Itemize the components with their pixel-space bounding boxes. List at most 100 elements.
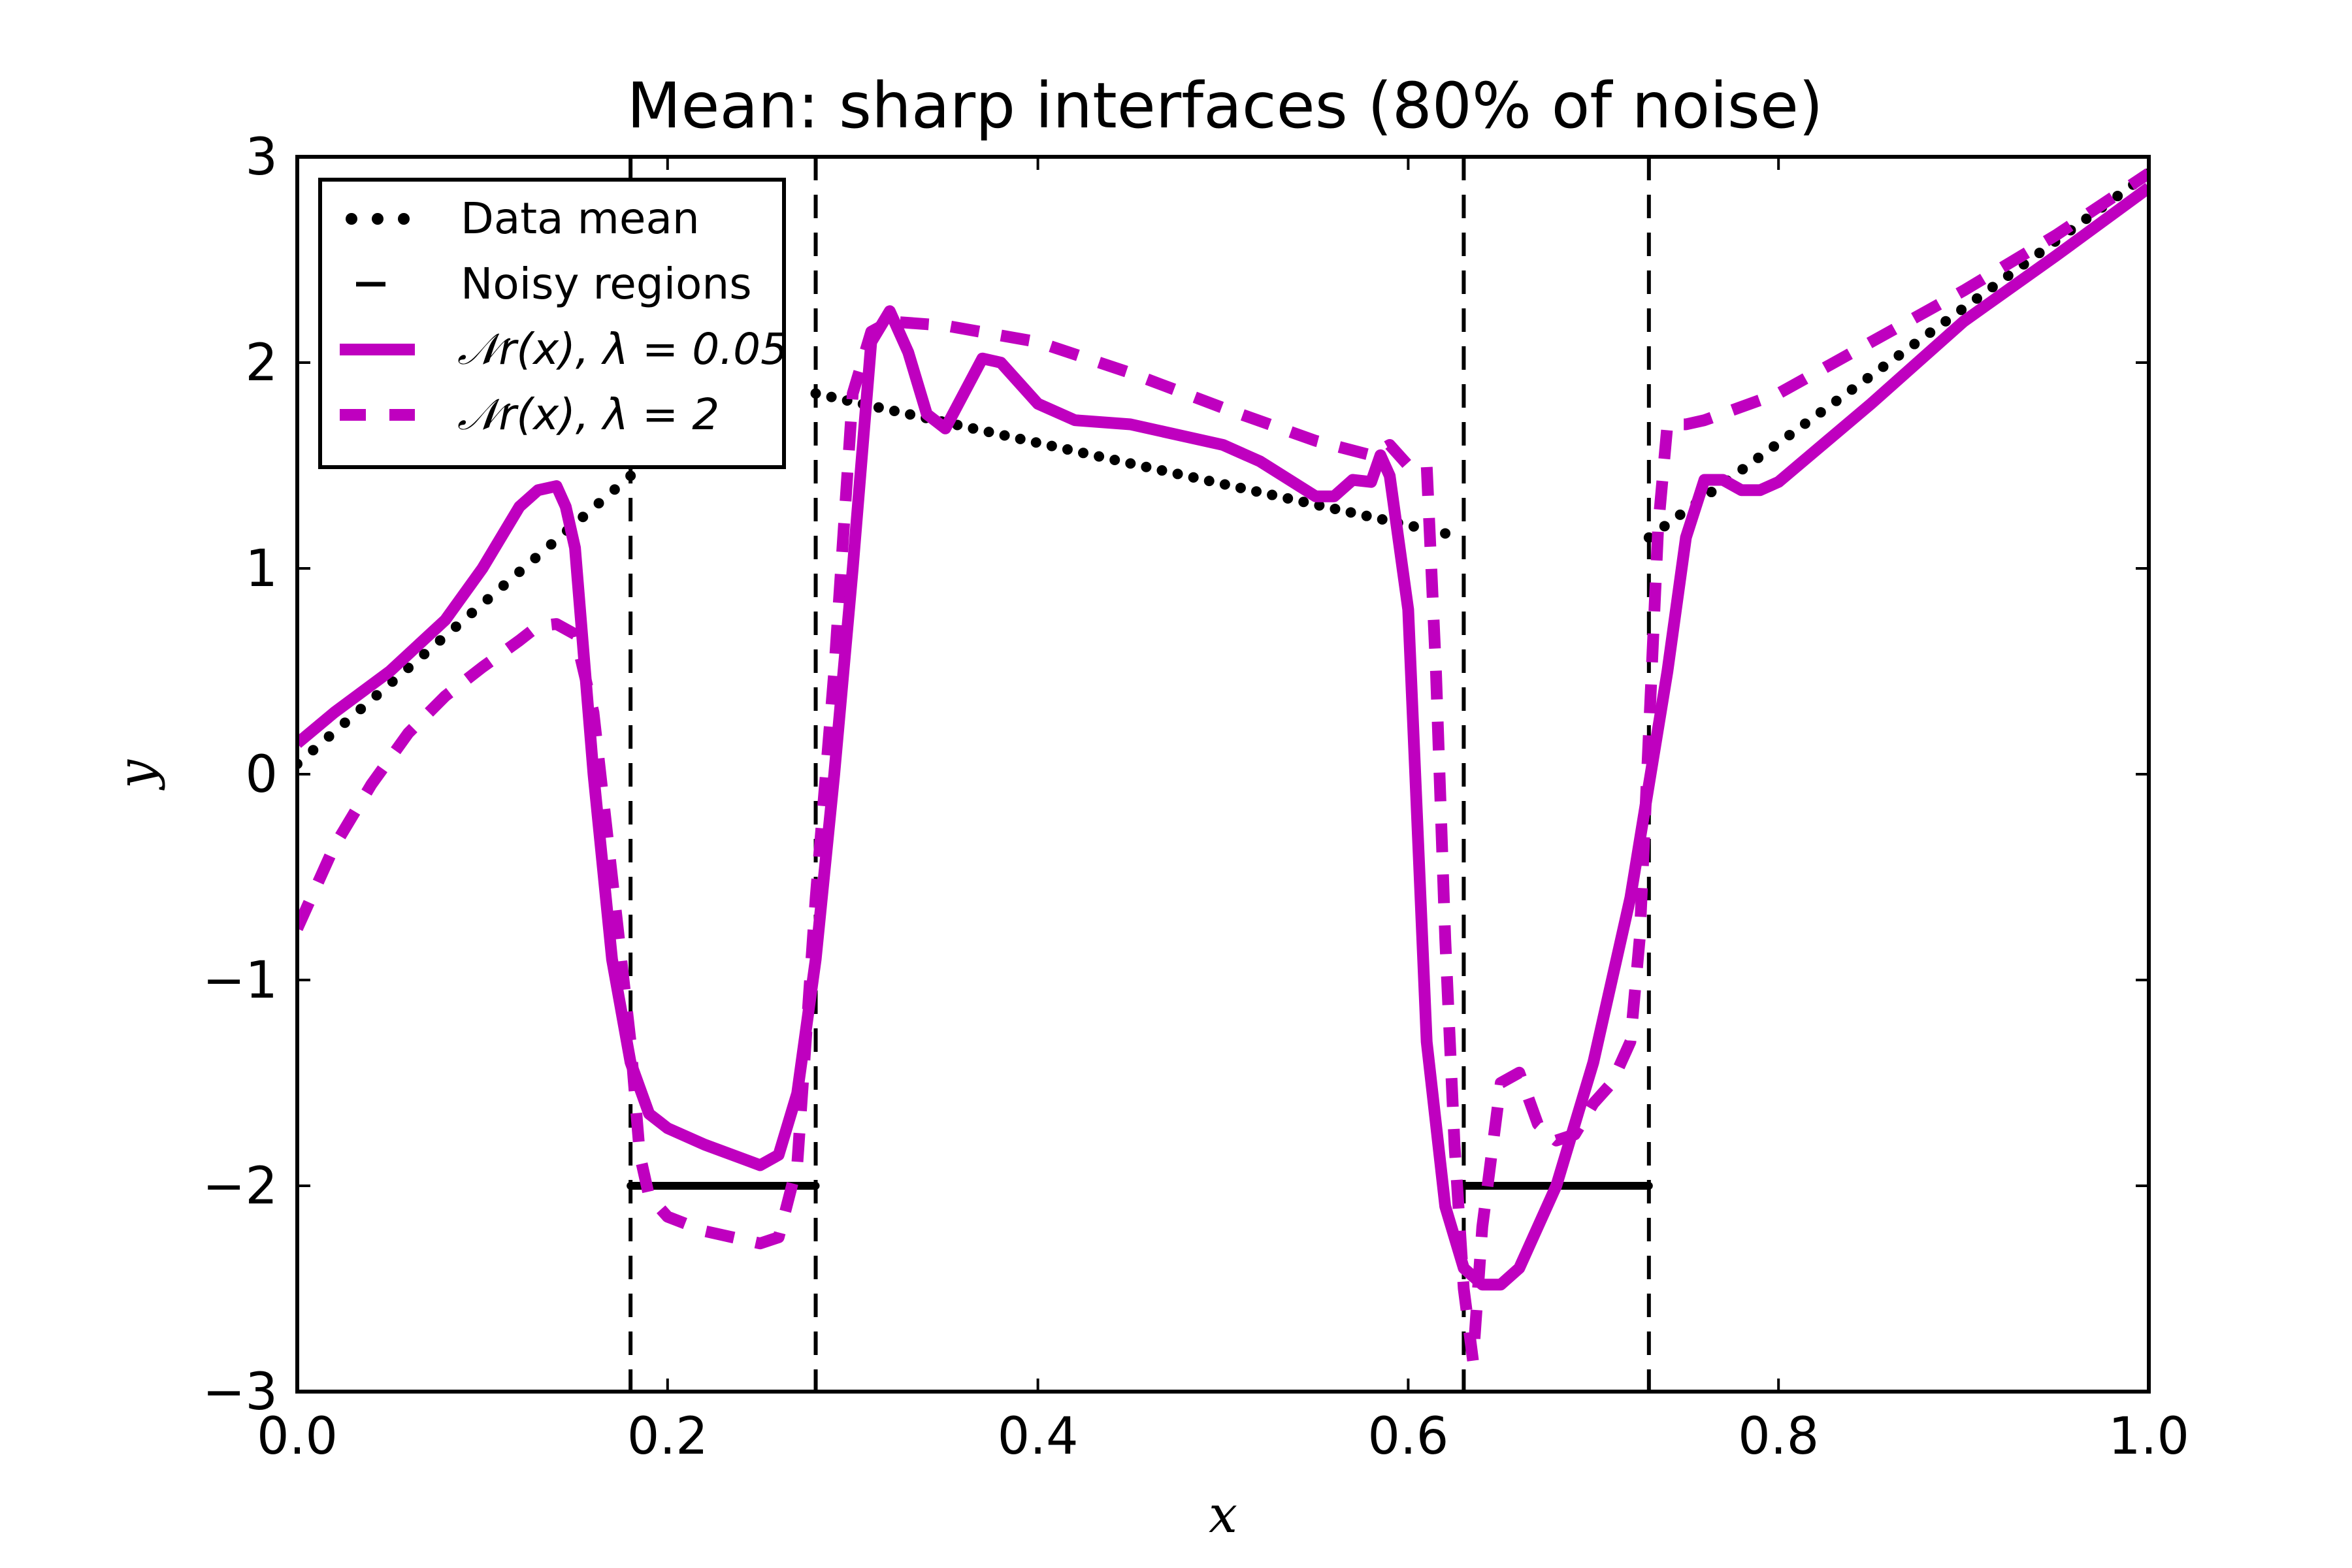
data-mean-point — [2112, 191, 2123, 202]
data-mean-point — [1799, 418, 1810, 429]
plot-frame — [295, 155, 2151, 1394]
data-mean-point — [983, 427, 994, 438]
data-mean-point — [1015, 433, 1026, 444]
data-mean-point — [482, 594, 493, 605]
data-mean-point — [1831, 395, 1842, 406]
data-mean-point — [1878, 361, 1889, 372]
y-tick-label: 1 — [245, 540, 278, 598]
data-mean-point — [1251, 486, 1262, 497]
data-mean-point — [1282, 493, 1294, 504]
data-mean-point — [1956, 304, 1967, 316]
data-mean-point — [498, 580, 509, 591]
legend: Data mean Noisy regions 𝒩r(x), λ = 0.05 … — [318, 178, 788, 469]
x-axis-label: x — [1209, 1486, 1237, 1544]
data-mean-point — [1078, 448, 1089, 459]
data-mean-point — [323, 731, 335, 742]
data-mean-point — [2081, 213, 2092, 224]
data-mean-point — [2034, 248, 2045, 259]
x-tick-label: 1.0 — [2108, 1407, 2189, 1466]
data-mean-point — [1674, 509, 1686, 520]
data-mean-point — [1314, 500, 1325, 511]
y-tick-label: 0 — [245, 745, 278, 804]
data-mean-point — [1940, 316, 1952, 327]
data-mean-point — [530, 553, 541, 564]
data-mean-point — [1267, 489, 1278, 500]
data-mean-point — [578, 512, 589, 523]
data-mean-point — [450, 621, 461, 632]
data-mean-point — [466, 608, 478, 619]
x-tick-label: 0.0 — [257, 1407, 338, 1466]
plot-data — [297, 157, 2149, 1392]
legend-label-data-mean: Data mean — [461, 193, 700, 244]
data-mean-point — [1753, 452, 1764, 463]
data-mean-point — [546, 539, 557, 550]
data-mean-point — [889, 406, 900, 417]
chart-title: Mean: sharp interfaces (80% of noise) — [627, 69, 1823, 142]
x-tick-label: 0.2 — [627, 1407, 708, 1466]
legend-swatch-data-mean — [398, 213, 410, 225]
y-tick-label: 3 — [245, 128, 278, 187]
data-mean-point — [905, 409, 916, 420]
data-mean-point — [1156, 465, 1168, 476]
legend-label-lambda-2: 𝒩r(x), λ = 2 — [457, 389, 719, 440]
data-mean-point — [810, 388, 821, 399]
data-mean-point — [1219, 479, 1230, 490]
y-axis-label: y — [107, 759, 166, 791]
data-mean-point — [1737, 464, 1748, 475]
data-mean-point — [339, 717, 350, 728]
data-mean-point — [609, 484, 620, 495]
data-mean-point — [1094, 451, 1105, 462]
data-mean-point — [999, 430, 1010, 441]
y-tick-label: −3 — [203, 1363, 278, 1422]
series-nr-lambda-2 — [297, 168, 2149, 1367]
data-mean-point — [403, 662, 414, 674]
data-mean-point — [1030, 437, 1041, 448]
data-mean-point — [1109, 454, 1120, 465]
data-mean-point — [2002, 270, 2014, 282]
data-mean-point — [1925, 327, 1936, 338]
data-mean-point — [1188, 472, 1199, 483]
legend-label-lambda-005: 𝒩r(x), λ = 0.05 — [457, 324, 788, 374]
data-mean-point — [1862, 372, 1873, 384]
data-mean-point — [1769, 441, 1780, 452]
data-mean-point — [1987, 282, 1998, 293]
data-mean-point — [1706, 487, 1717, 498]
data-mean-point — [1909, 338, 1920, 350]
data-mean-point — [308, 745, 319, 756]
data-mean-point — [1784, 429, 1795, 440]
data-mean-point — [968, 423, 979, 434]
legend-label-noisy-regions: Noisy regions — [461, 259, 752, 309]
data-mean-point — [1377, 514, 1388, 525]
data-mean-point — [1203, 476, 1215, 487]
data-mean-point — [1062, 444, 1073, 455]
data-mean-point — [434, 635, 446, 646]
data-mean-point — [625, 470, 636, 482]
y-tick-label: 2 — [245, 334, 278, 393]
data-mean-point — [1345, 507, 1356, 518]
data-mean-point — [1235, 482, 1246, 493]
data-mean-point — [1408, 521, 1419, 532]
data-mean-point — [1046, 440, 1057, 451]
data-mean-point — [1125, 458, 1136, 469]
data-mean-point — [1440, 528, 1451, 539]
x-tick-label: 0.4 — [998, 1407, 1079, 1466]
axis-ticks: 0.0 0.2 0.4 0.6 0.8 1.0 −3 −2 −1 0 1 2 3 — [203, 128, 2189, 1466]
data-mean-point — [1815, 407, 1826, 418]
data-mean-point — [1141, 461, 1152, 472]
x-tick-label: 0.8 — [1738, 1407, 1819, 1466]
data-mean-point — [371, 690, 382, 701]
y-tick-label: −1 — [203, 951, 278, 1010]
data-mean-point — [826, 391, 837, 402]
data-mean-point — [514, 566, 525, 578]
data-mean-point — [355, 704, 367, 715]
data-mean-point — [1361, 510, 1372, 521]
legend-swatch-data-mean — [372, 213, 384, 225]
data-mean-point — [1298, 497, 1309, 508]
y-tick-label: −2 — [203, 1157, 278, 1216]
data-mean-point — [593, 498, 604, 509]
series-nr-lambda-005 — [297, 183, 2149, 1291]
data-mean-point — [1643, 532, 1654, 543]
data-mean-point — [1971, 293, 1982, 304]
data-mean-point — [1330, 503, 1341, 514]
